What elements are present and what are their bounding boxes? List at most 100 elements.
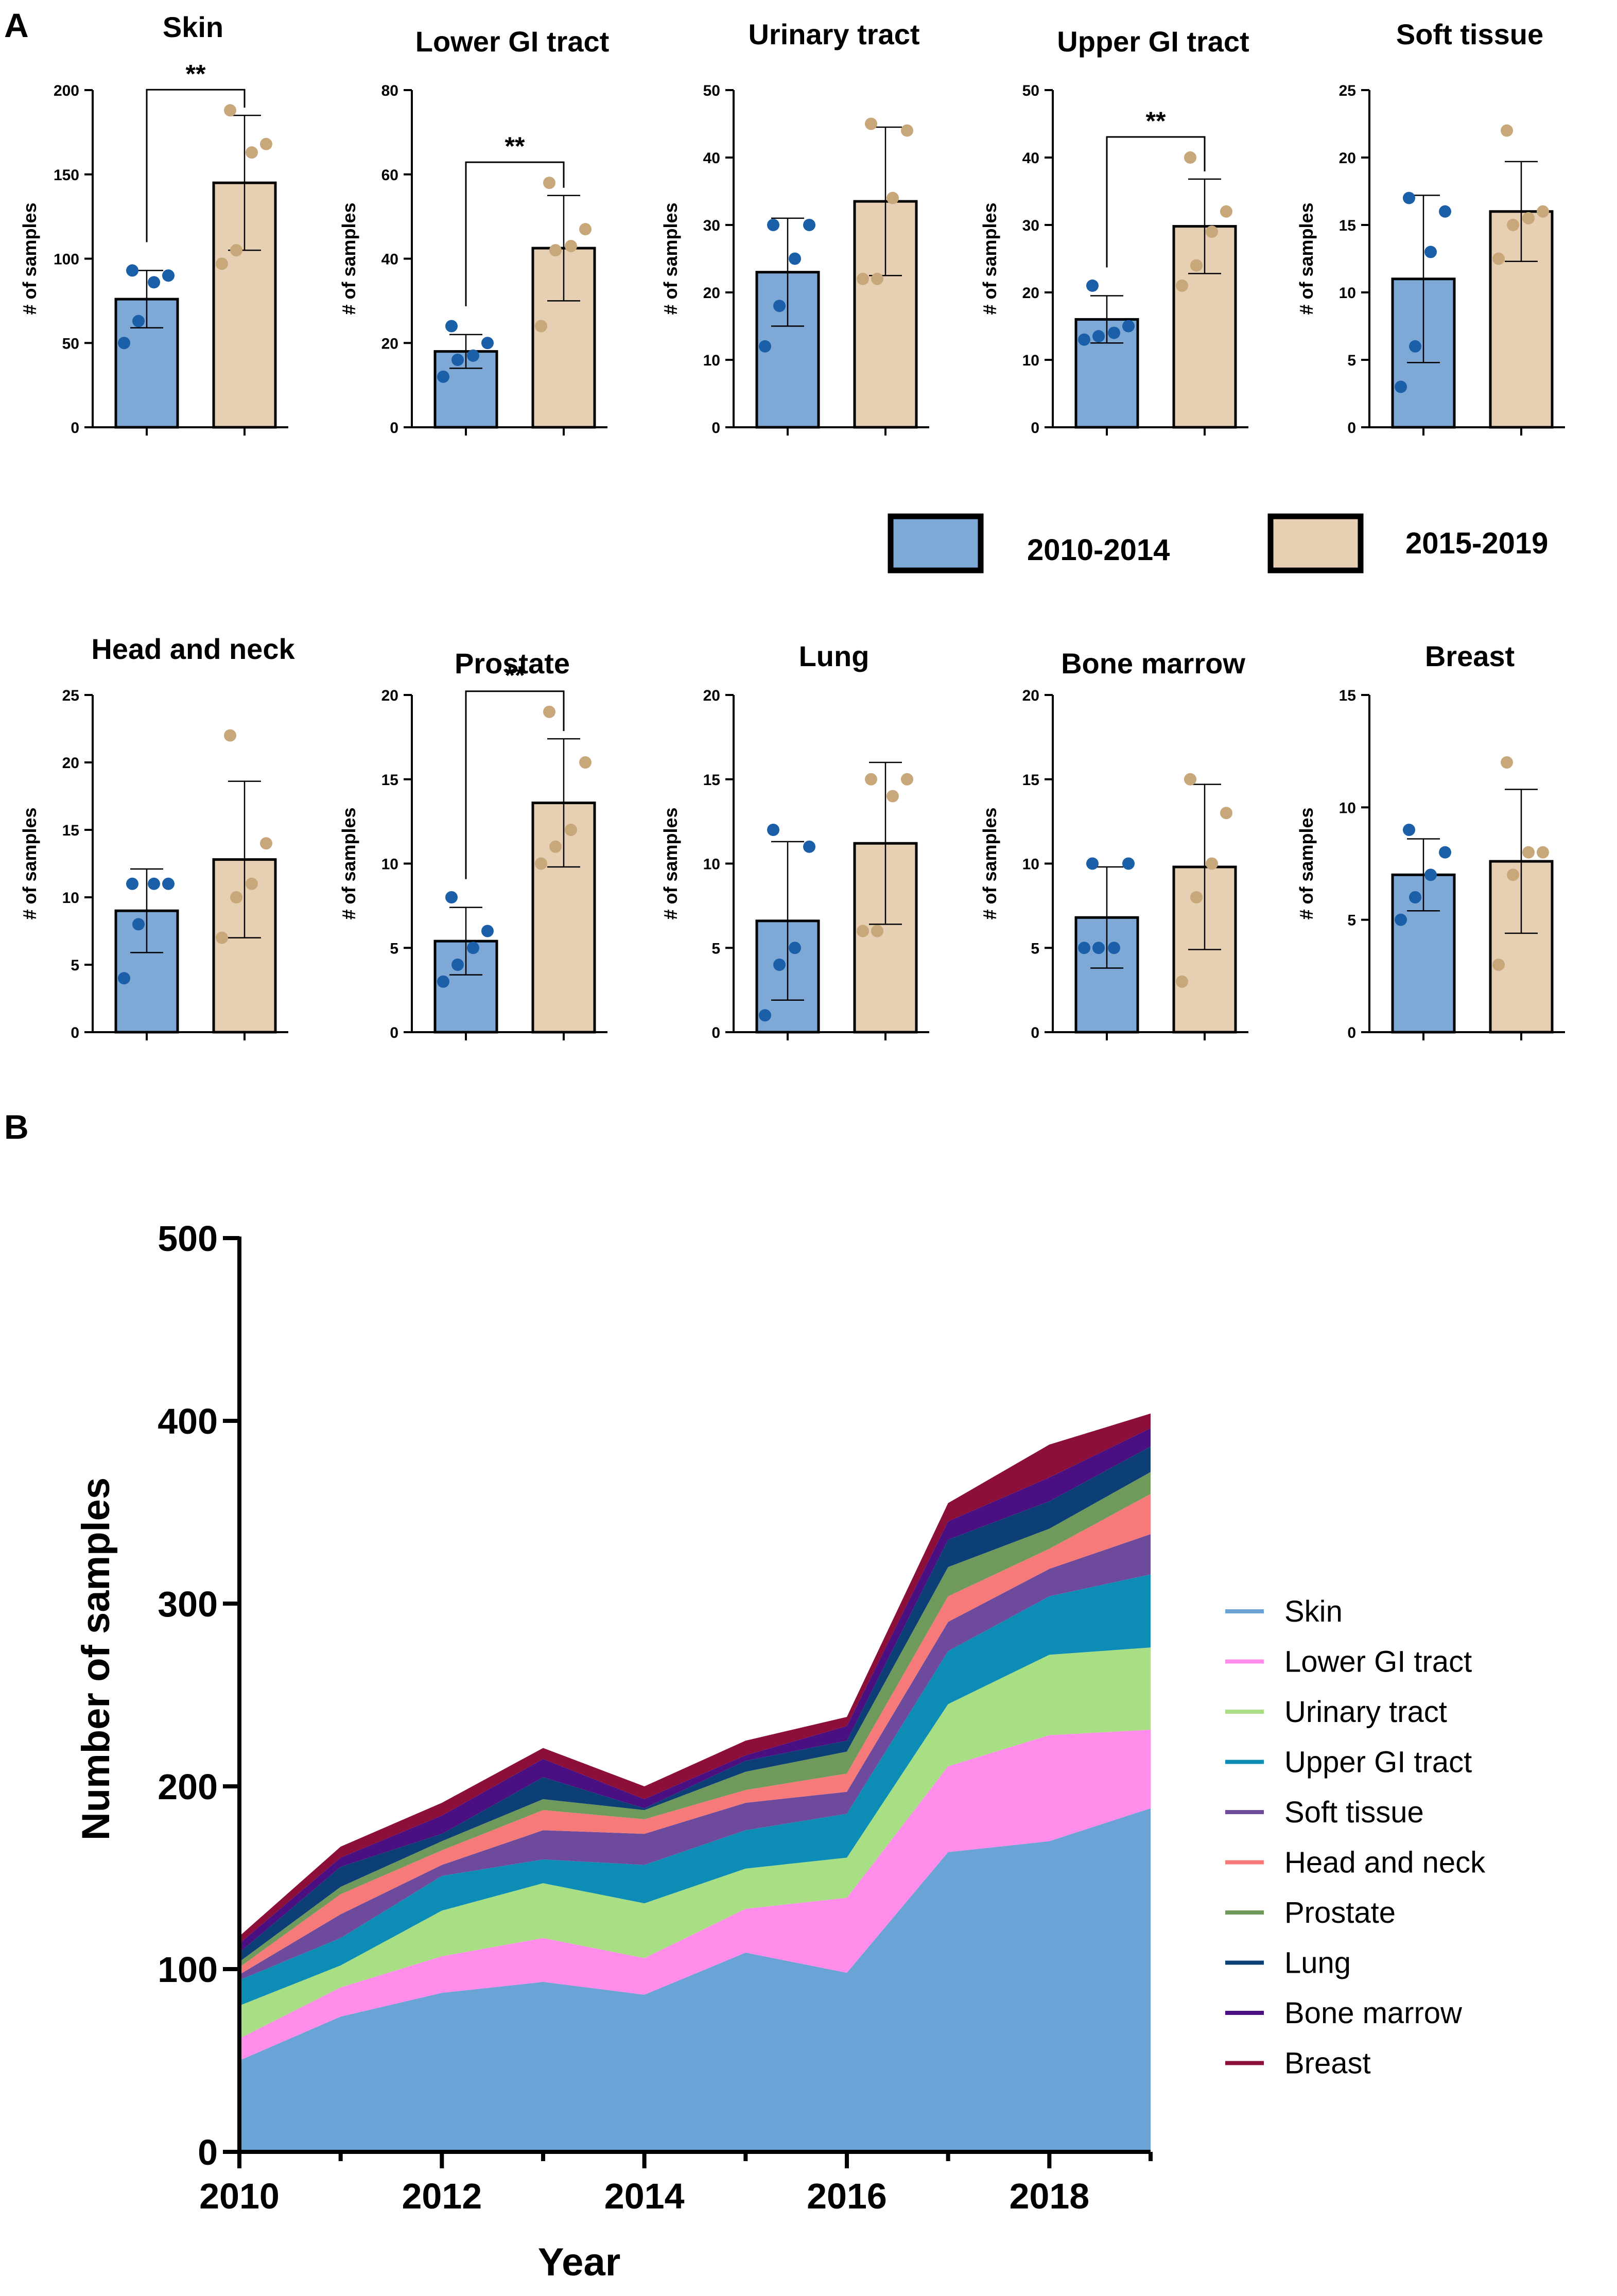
chart-title: Upper GI tract bbox=[1057, 25, 1249, 58]
y-tick-label: 0 bbox=[198, 2132, 218, 2172]
panel-b-label: B bbox=[4, 1108, 29, 1146]
y-tick-label: 5 bbox=[1031, 940, 1039, 957]
x-tick-label: 2010 bbox=[199, 2176, 280, 2216]
data-point-2010-2014 bbox=[481, 337, 494, 350]
data-point-2010-2014 bbox=[1409, 891, 1421, 903]
y-tick-label: 40 bbox=[1022, 150, 1039, 167]
data-point-2015-2019 bbox=[857, 272, 869, 285]
data-point-2015-2019 bbox=[1176, 975, 1188, 988]
significance-bracket bbox=[465, 161, 565, 306]
data-point-2015-2019 bbox=[1507, 868, 1519, 881]
y-axis-title: # of samples bbox=[338, 202, 359, 315]
x-tick-label: 2012 bbox=[402, 2176, 482, 2216]
significance-bracket bbox=[1106, 136, 1206, 268]
data-point-2010-2014 bbox=[118, 337, 130, 350]
y-axis-title: # of samples bbox=[19, 807, 40, 919]
chart-title: Lung bbox=[799, 640, 870, 672]
data-point-2015-2019 bbox=[224, 729, 236, 742]
y-tick-label: 10 bbox=[62, 890, 79, 907]
data-point-2015-2019 bbox=[1184, 773, 1196, 786]
y-tick-label: 15 bbox=[1022, 772, 1039, 789]
data-point-2010-2014 bbox=[1122, 320, 1135, 333]
data-point-2010-2014 bbox=[1078, 333, 1090, 346]
data-point-2010-2014 bbox=[759, 340, 771, 353]
data-point-2015-2019 bbox=[857, 925, 869, 937]
y-tick-label: 5 bbox=[390, 940, 398, 957]
data-point-2015-2019 bbox=[901, 124, 913, 137]
bar-chart-skin: 0 50 100 150 200 # of samples Skin ** bbox=[19, 11, 288, 437]
data-point-2015-2019 bbox=[865, 117, 877, 130]
data-point-2015-2019 bbox=[216, 257, 228, 270]
y-tick-label: 0 bbox=[1031, 420, 1039, 437]
data-point-2015-2019 bbox=[1537, 205, 1549, 218]
data-point-2015-2019 bbox=[216, 931, 228, 944]
data-point-2010-2014 bbox=[1395, 380, 1407, 393]
y-tick-label: 0 bbox=[71, 1024, 79, 1041]
data-point-2015-2019 bbox=[886, 192, 899, 204]
chart-title: Soft tissue bbox=[1396, 18, 1543, 50]
data-point-2015-2019 bbox=[230, 244, 242, 257]
y-tick-label: 20 bbox=[1022, 687, 1039, 704]
legend-label-prostate: Prostate bbox=[1284, 1896, 1396, 1929]
y-tick-label: 30 bbox=[1022, 217, 1039, 234]
data-point-2015-2019 bbox=[1206, 225, 1218, 238]
y-tick-label: 500 bbox=[158, 1219, 218, 1259]
y-tick-label: 20 bbox=[381, 687, 398, 704]
y-tick-label: 10 bbox=[703, 352, 720, 369]
y-tick-label: 50 bbox=[1022, 82, 1039, 99]
y-axis-title: # of samples bbox=[660, 202, 681, 315]
data-point-2010-2014 bbox=[467, 349, 479, 362]
legend-label-upper-gi-tract: Upper GI tract bbox=[1284, 1746, 1472, 1779]
data-point-2010-2014 bbox=[481, 925, 494, 937]
data-point-2015-2019 bbox=[535, 320, 547, 333]
legend-label-lower-gi-tract: Lower GI tract bbox=[1284, 1645, 1472, 1679]
data-point-2010-2014 bbox=[1403, 824, 1415, 836]
data-point-2010-2014 bbox=[773, 959, 786, 971]
data-point-2010-2014 bbox=[162, 269, 175, 282]
y-tick-label: 15 bbox=[62, 822, 79, 839]
legend-label-bone-marrow: Bone marrow bbox=[1284, 1996, 1463, 2030]
data-point-2010-2014 bbox=[789, 942, 801, 954]
data-point-2015-2019 bbox=[1537, 846, 1549, 859]
data-point-2015-2019 bbox=[549, 244, 562, 257]
data-point-2015-2019 bbox=[549, 840, 562, 853]
data-point-2015-2019 bbox=[871, 925, 883, 937]
data-point-2015-2019 bbox=[865, 773, 877, 786]
data-point-2015-2019 bbox=[579, 223, 592, 236]
data-point-2015-2019 bbox=[1507, 219, 1519, 231]
x-tick-label: 2016 bbox=[807, 2176, 887, 2216]
y-tick-label: 80 bbox=[381, 82, 398, 99]
x-tick-label: 2014 bbox=[604, 2176, 685, 2216]
y-tick-label: 20 bbox=[703, 687, 720, 704]
data-point-2015-2019 bbox=[579, 756, 592, 769]
data-point-2015-2019 bbox=[260, 837, 272, 850]
y-tick-label: 20 bbox=[703, 285, 720, 302]
y-tick-label: 60 bbox=[381, 167, 398, 184]
y-tick-label: 10 bbox=[1339, 799, 1356, 816]
y-tick-label: 5 bbox=[711, 940, 720, 957]
y-axis-title: # of samples bbox=[979, 202, 1000, 315]
chart-title: Lower GI tract bbox=[415, 25, 610, 58]
data-point-2010-2014 bbox=[1424, 246, 1437, 258]
chart-title: Bone marrow bbox=[1061, 647, 1245, 680]
data-point-2010-2014 bbox=[773, 300, 786, 312]
y-tick-label: 20 bbox=[381, 335, 398, 352]
data-point-2015-2019 bbox=[565, 824, 577, 836]
data-point-2015-2019 bbox=[1522, 212, 1535, 224]
area-bone-marrow bbox=[239, 1428, 1151, 1953]
bar-2015-2019 bbox=[853, 842, 918, 1034]
bar-chart-breast: 0 5 10 15 # of samples Breast bbox=[1296, 640, 1565, 1041]
period-legend: 2010-2014 2015-2019 bbox=[888, 513, 1548, 573]
y-tick-label: 10 bbox=[381, 856, 398, 873]
y-tick-label: 100 bbox=[54, 251, 79, 268]
y-tick-label: 25 bbox=[1339, 82, 1356, 99]
panel-a-label: A bbox=[4, 6, 29, 44]
y-tick-label: 5 bbox=[1347, 912, 1356, 929]
legend-label-head-and-neck: Head and neck bbox=[1284, 1846, 1486, 1880]
data-point-2010-2014 bbox=[126, 877, 138, 890]
data-point-2015-2019 bbox=[1184, 151, 1196, 164]
y-tick-label: 0 bbox=[1347, 420, 1356, 437]
data-point-2015-2019 bbox=[543, 177, 555, 189]
